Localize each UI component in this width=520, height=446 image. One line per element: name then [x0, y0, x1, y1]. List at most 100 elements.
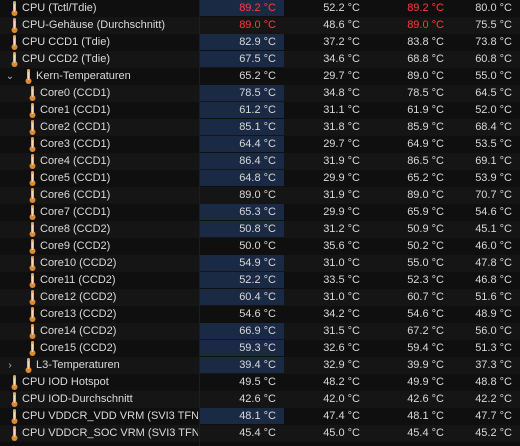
sensor-row[interactable]: Core14 (CCD2) 66.9 °C 31.5 °C 67.2 °C 56.0 °…: [0, 323, 520, 340]
sensor-row[interactable]: Core5 (CCD1) 64.8 °C 29.9 °C 65.2 °C 53.9 °C: [0, 170, 520, 187]
sensor-row[interactable]: Core3 (CCD1) 64.4 °C 29.7 °C 64.9 °C 53.5 °C: [0, 136, 520, 153]
avg-value: 46.0 °C: [475, 240, 512, 252]
max-value: 85.9 °C: [407, 121, 444, 133]
max-value: 42.6 °C: [407, 393, 444, 405]
min-value: 29.9 °C: [323, 172, 360, 184]
sensor-label: CPU CCD2 (Tdie): [22, 53, 111, 65]
thermometer-icon: [28, 102, 37, 118]
sensor-row[interactable]: CPU CCD1 (Tdie) 82.9 °C 37.2 °C 83.8 °C 73.8…: [0, 34, 520, 51]
current-value: 67.5 °C: [200, 51, 284, 67]
thermometer-icon: [28, 85, 37, 101]
avg-value: 54.6 °C: [475, 206, 512, 218]
min-value: 45.0 °C: [323, 427, 360, 439]
current-value: 64.8 °C: [200, 170, 284, 186]
current-value: 66.9 °C: [200, 323, 284, 339]
max-value: 78.5 °C: [407, 87, 444, 99]
sensor-row[interactable]: CPU IOD-Durchschnitt 42.6 °C 42.0 °C 42.6 °…: [0, 391, 520, 408]
thermometer-icon: [28, 340, 37, 356]
sensor-row[interactable]: Core13 (CCD2) 54.6 °C 34.2 °C 54.6 °C 48.9 °…: [0, 306, 520, 323]
sensor-row[interactable]: CPU-Gehäuse (Durchschnitt) 89.0 °C 48.6 °C…: [0, 17, 520, 34]
current-value: 59.3 °C: [200, 340, 284, 356]
sensor-label: Core2 (CCD1): [40, 121, 111, 133]
min-value: 31.9 °C: [323, 189, 360, 201]
current-value: 39.4 °C: [200, 357, 284, 373]
max-value: 65.9 °C: [407, 206, 444, 218]
sensor-row[interactable]: › L3-Temperaturen 39.4 °C 32.9 °C 39.9 °C 37.…: [0, 357, 520, 374]
min-value: 31.9 °C: [323, 155, 360, 167]
sensor-row[interactable]: ⌄ Kern-Temperaturen 65.2 °C 29.7 °C 89.0 °C 5…: [0, 68, 520, 85]
max-value: 64.9 °C: [407, 138, 444, 150]
sensor-label: Kern-Temperaturen: [36, 70, 131, 82]
avg-value: 75.5 °C: [475, 19, 512, 31]
max-value: 68.8 °C: [407, 53, 444, 65]
sensor-label: Core6 (CCD1): [40, 189, 111, 201]
avg-value: 64.5 °C: [475, 87, 512, 99]
sensor-row[interactable]: CPU (Tctl/Tdie) 89.2 °C 52.2 °C 89.2 °C 80.0…: [0, 0, 520, 17]
sensor-row[interactable]: Core6 (CCD1) 89.0 °C 31.9 °C 89.0 °C 70.7 °C: [0, 187, 520, 204]
min-value: 31.1 °C: [323, 104, 360, 116]
column-separator: [199, 0, 200, 446]
min-value: 47.4 °C: [323, 410, 360, 422]
sensor-label: Core7 (CCD1): [40, 206, 111, 218]
chevron-down-icon[interactable]: ⌄: [5, 71, 15, 82]
thermometer-icon: [28, 255, 37, 271]
current-value: 50.0 °C: [239, 240, 276, 252]
sensor-row[interactable]: CPU VDDCR_SOC VRM (SVI3 TFN) 45.4 °C 45.0 …: [0, 425, 520, 442]
sensor-row[interactable]: CPU IOD Hotspot 49.5 °C 48.2 °C 49.9 °C 48.8…: [0, 374, 520, 391]
thermometer-icon: [10, 34, 19, 50]
max-value: 65.2 °C: [407, 172, 444, 184]
thermometer-icon: [28, 272, 37, 288]
current-value: 78.5 °C: [200, 85, 284, 101]
current-value: 60.4 °C: [200, 289, 284, 305]
current-value: 89.0 °C: [239, 189, 276, 201]
max-value: 89.0 °C: [407, 70, 444, 82]
current-value: 54.9 °C: [200, 255, 284, 271]
max-value: 83.8 °C: [407, 36, 444, 48]
min-value: 31.5 °C: [323, 325, 360, 337]
sensor-row[interactable]: Core7 (CCD1) 65.3 °C 29.9 °C 65.9 °C 54.6 °C: [0, 204, 520, 221]
sensor-row[interactable]: CPU VDDCR_VDD VRM (SVI3 TFN) 48.1 °C 47.4 …: [0, 408, 520, 425]
max-value: 89.0 °C: [407, 189, 444, 201]
min-value: 32.6 °C: [323, 342, 360, 354]
min-value: 35.6 °C: [323, 240, 360, 252]
sensor-row[interactable]: Core1 (CCD1) 61.2 °C 31.1 °C 61.9 °C 52.0 °C: [0, 102, 520, 119]
thermometer-icon: [28, 187, 37, 203]
sensor-label: Core4 (CCD1): [40, 155, 111, 167]
min-value: 34.6 °C: [323, 53, 360, 65]
avg-value: 56.0 °C: [475, 325, 512, 337]
thermometer-icon: [10, 425, 19, 441]
min-value: 29.9 °C: [323, 206, 360, 218]
sensor-row[interactable]: Core10 (CCD2) 54.9 °C 31.0 °C 55.0 °C 47.8 °…: [0, 255, 520, 272]
sensor-row[interactable]: Core0 (CCD1) 78.5 °C 34.8 °C 78.5 °C 64.5 °C: [0, 85, 520, 102]
max-value: 67.2 °C: [407, 325, 444, 337]
sensor-row[interactable]: Core2 (CCD1) 85.1 °C 31.8 °C 85.9 °C 68.4 °C: [0, 119, 520, 136]
avg-value: 52.0 °C: [475, 104, 512, 116]
chevron-right-icon[interactable]: ›: [8, 360, 12, 371]
sensor-label: CPU-Gehäuse (Durchschnitt): [22, 19, 166, 31]
sensor-label: Core1 (CCD1): [40, 104, 111, 116]
sensor-row[interactable]: Core4 (CCD1) 86.4 °C 31.9 °C 86.5 °C 69.1 °C: [0, 153, 520, 170]
sensor-label: CPU VDDCR_SOC VRM (SVI3 TFN): [22, 427, 198, 439]
sensor-row[interactable]: Core8 (CCD2) 50.8 °C 31.2 °C 50.9 °C 45.1 °C: [0, 221, 520, 238]
sensor-label: Core3 (CCD1): [40, 138, 111, 150]
avg-value: 51.6 °C: [475, 291, 512, 303]
sensor-row[interactable]: Core9 (CCD2) 50.0 °C 35.6 °C 50.2 °C 46.0 °C: [0, 238, 520, 255]
thermometer-icon: [10, 0, 19, 16]
max-value: 60.7 °C: [407, 291, 444, 303]
current-value: 42.6 °C: [239, 393, 276, 405]
thermometer-icon: [10, 391, 19, 407]
sensor-row[interactable]: Core15 (CCD2) 59.3 °C 32.6 °C 59.4 °C 51.3 °…: [0, 340, 520, 357]
current-value: 61.2 °C: [200, 102, 284, 118]
sensor-label: Core14 (CCD2): [40, 325, 117, 337]
avg-value: 69.1 °C: [475, 155, 512, 167]
sensor-label: Core10 (CCD2): [40, 257, 117, 269]
max-value: 50.2 °C: [407, 240, 444, 252]
avg-value: 53.9 °C: [475, 172, 512, 184]
sensor-row[interactable]: Core11 (CCD2) 52.2 °C 33.5 °C 52.3 °C 46.8 °…: [0, 272, 520, 289]
thermometer-icon: [28, 289, 37, 305]
thermometer-icon: [10, 51, 19, 67]
sensor-row[interactable]: Core12 (CCD2) 60.4 °C 31.0 °C 60.7 °C 51.6 °…: [0, 289, 520, 306]
max-value: 89.2 °C: [407, 2, 444, 14]
sensor-row[interactable]: CPU CCD2 (Tdie) 67.5 °C 34.6 °C 68.8 °C 60.8…: [0, 51, 520, 68]
